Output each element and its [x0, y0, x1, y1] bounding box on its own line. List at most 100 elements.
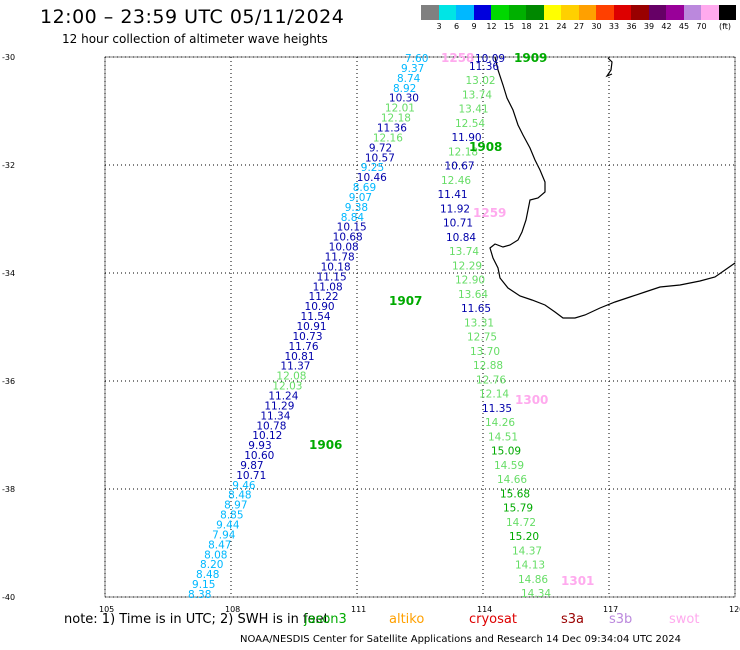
colorbar-swatch	[683, 5, 701, 20]
swh-label: 8.74	[397, 73, 421, 85]
swh-label: 13.41	[459, 104, 489, 116]
swh-label: 8.69	[353, 182, 376, 194]
colorbar-label: 36	[626, 22, 637, 31]
swh-label: 10.84	[446, 232, 476, 244]
x-tick-label: 117	[603, 605, 618, 614]
swh-label: 9.07	[349, 192, 372, 204]
swh-label: 10.46	[357, 172, 387, 184]
swh-label: 11.78	[325, 252, 355, 264]
swh-label: 14.86	[518, 574, 548, 586]
swh-label: 8.48	[228, 490, 251, 502]
swh-label: 14.51	[488, 431, 518, 443]
swh-label: 14.34	[521, 588, 551, 600]
colorbar-swatch	[578, 5, 596, 20]
coastline	[489, 56, 736, 319]
colorbar-label: 33	[608, 22, 620, 31]
swh-label: 13.74	[449, 246, 479, 258]
swh-label: 8.47	[208, 539, 231, 551]
swh-label: 12.18	[448, 146, 478, 158]
swh-label: 14.59	[494, 460, 524, 472]
colorbar-label: 12	[486, 22, 497, 31]
swh-label: 15.79	[503, 503, 533, 515]
swh-label: 11.36	[469, 61, 499, 73]
satellite-s3a: s3a	[561, 612, 585, 627]
swh-label: 8.48	[196, 569, 219, 581]
colorbar-label: 42	[661, 22, 672, 31]
swh-label: 12.90	[455, 275, 485, 287]
swh-label: 8.85	[220, 510, 243, 522]
swh-label: 13.02	[466, 75, 496, 87]
swh-label: 11.24	[268, 390, 298, 402]
x-tick-label: 108	[225, 605, 240, 614]
swh-label: 12.16	[373, 132, 403, 144]
swh-label: 10.71	[443, 218, 473, 230]
y-tick-label: -40	[2, 593, 15, 602]
satellite-swot: swot	[669, 612, 700, 627]
swh-label: 10.91	[297, 321, 327, 333]
swh-label: 12.18	[381, 113, 411, 125]
swh-label: 14.72	[506, 517, 536, 529]
satellite-cryosat: cryosat	[469, 612, 517, 627]
swh-label: 11.34	[260, 410, 290, 422]
swh-label: 11.08	[313, 281, 343, 293]
swh-label: 10.71	[236, 470, 266, 482]
swh-label: 1908	[469, 140, 502, 154]
swh-label: 13.64	[458, 289, 488, 301]
swh-label: 13.31	[464, 317, 494, 329]
x-tick-label: 120	[729, 605, 740, 614]
footer: NOAA/NESDIS Center for Satellite Applica…	[240, 634, 682, 645]
swh-label: 10.09	[475, 53, 505, 65]
colorbar-label: 24	[556, 22, 567, 31]
swh-label: 10.73	[292, 331, 322, 343]
swh-label: 14.26	[485, 417, 515, 429]
colorbar-swatch	[508, 5, 526, 20]
swh-label: 8.20	[200, 559, 223, 571]
colorbar-swatch	[473, 5, 491, 20]
swh-label: 7.94	[212, 529, 236, 541]
swh-label: 12.76	[476, 374, 506, 386]
swh-label: 12.03	[272, 381, 302, 393]
colorbar-swatch	[613, 5, 631, 20]
page-subtitle: 12 hour collection of altimeter wave hei…	[62, 32, 328, 46]
swh-label: 13.70	[470, 346, 500, 358]
swh-label: 9.44	[216, 520, 240, 532]
swh-label: 12.08	[276, 371, 306, 383]
note-text: note: 1) Time is in UTC; 2) SWH is in fe…	[64, 612, 329, 627]
swh-label: 8.92	[393, 83, 416, 95]
colorbar-label: 30	[591, 22, 602, 31]
swh-label: 1906	[309, 438, 342, 452]
swh-label: 14.37	[512, 545, 542, 557]
swh-label: 10.81	[284, 351, 314, 363]
map-grid	[104, 56, 736, 598]
y-tick-label: -34	[2, 269, 15, 278]
swh-label: 11.35	[482, 403, 512, 415]
swh-label: 8.84	[341, 212, 365, 224]
swh-label: 10.57	[365, 152, 395, 164]
satellite-jason3: jason3	[304, 612, 347, 627]
swh-label: 12.88	[473, 360, 503, 372]
swh-label: 1300	[515, 393, 548, 407]
swh-label: 1258	[441, 51, 474, 65]
swh-label: 10.90	[305, 301, 335, 313]
colorbar-label: 21	[538, 22, 550, 31]
swh-label: 11.90	[452, 132, 482, 144]
colorbar-label: 3	[436, 22, 442, 31]
swh-label: 7.60	[405, 53, 428, 65]
swh-label: 9.25	[361, 162, 384, 174]
y-tick-label: -30	[2, 53, 15, 62]
swh-label: 13.74	[462, 89, 492, 101]
swh-label: 9.87	[240, 460, 263, 472]
swh-label: 14.66	[497, 474, 527, 486]
colorbar-swatch	[491, 5, 509, 20]
swh-label: 10.15	[337, 222, 367, 234]
satellite-altiko: altiko	[389, 612, 425, 627]
map-frame	[104, 56, 736, 598]
colorbar-label: 27	[573, 22, 585, 31]
swh-label: 12.54	[455, 118, 485, 130]
track-labels: 8.389.158.488.208.088.477.949.448.858.97…	[188, 51, 594, 601]
colorbar-swatch	[438, 5, 456, 20]
colorbar-unit: (ft)	[719, 22, 732, 31]
swh-label: 10.18	[321, 261, 351, 273]
swh-label: 9.38	[345, 202, 368, 214]
swh-label: 11.54	[301, 311, 331, 323]
